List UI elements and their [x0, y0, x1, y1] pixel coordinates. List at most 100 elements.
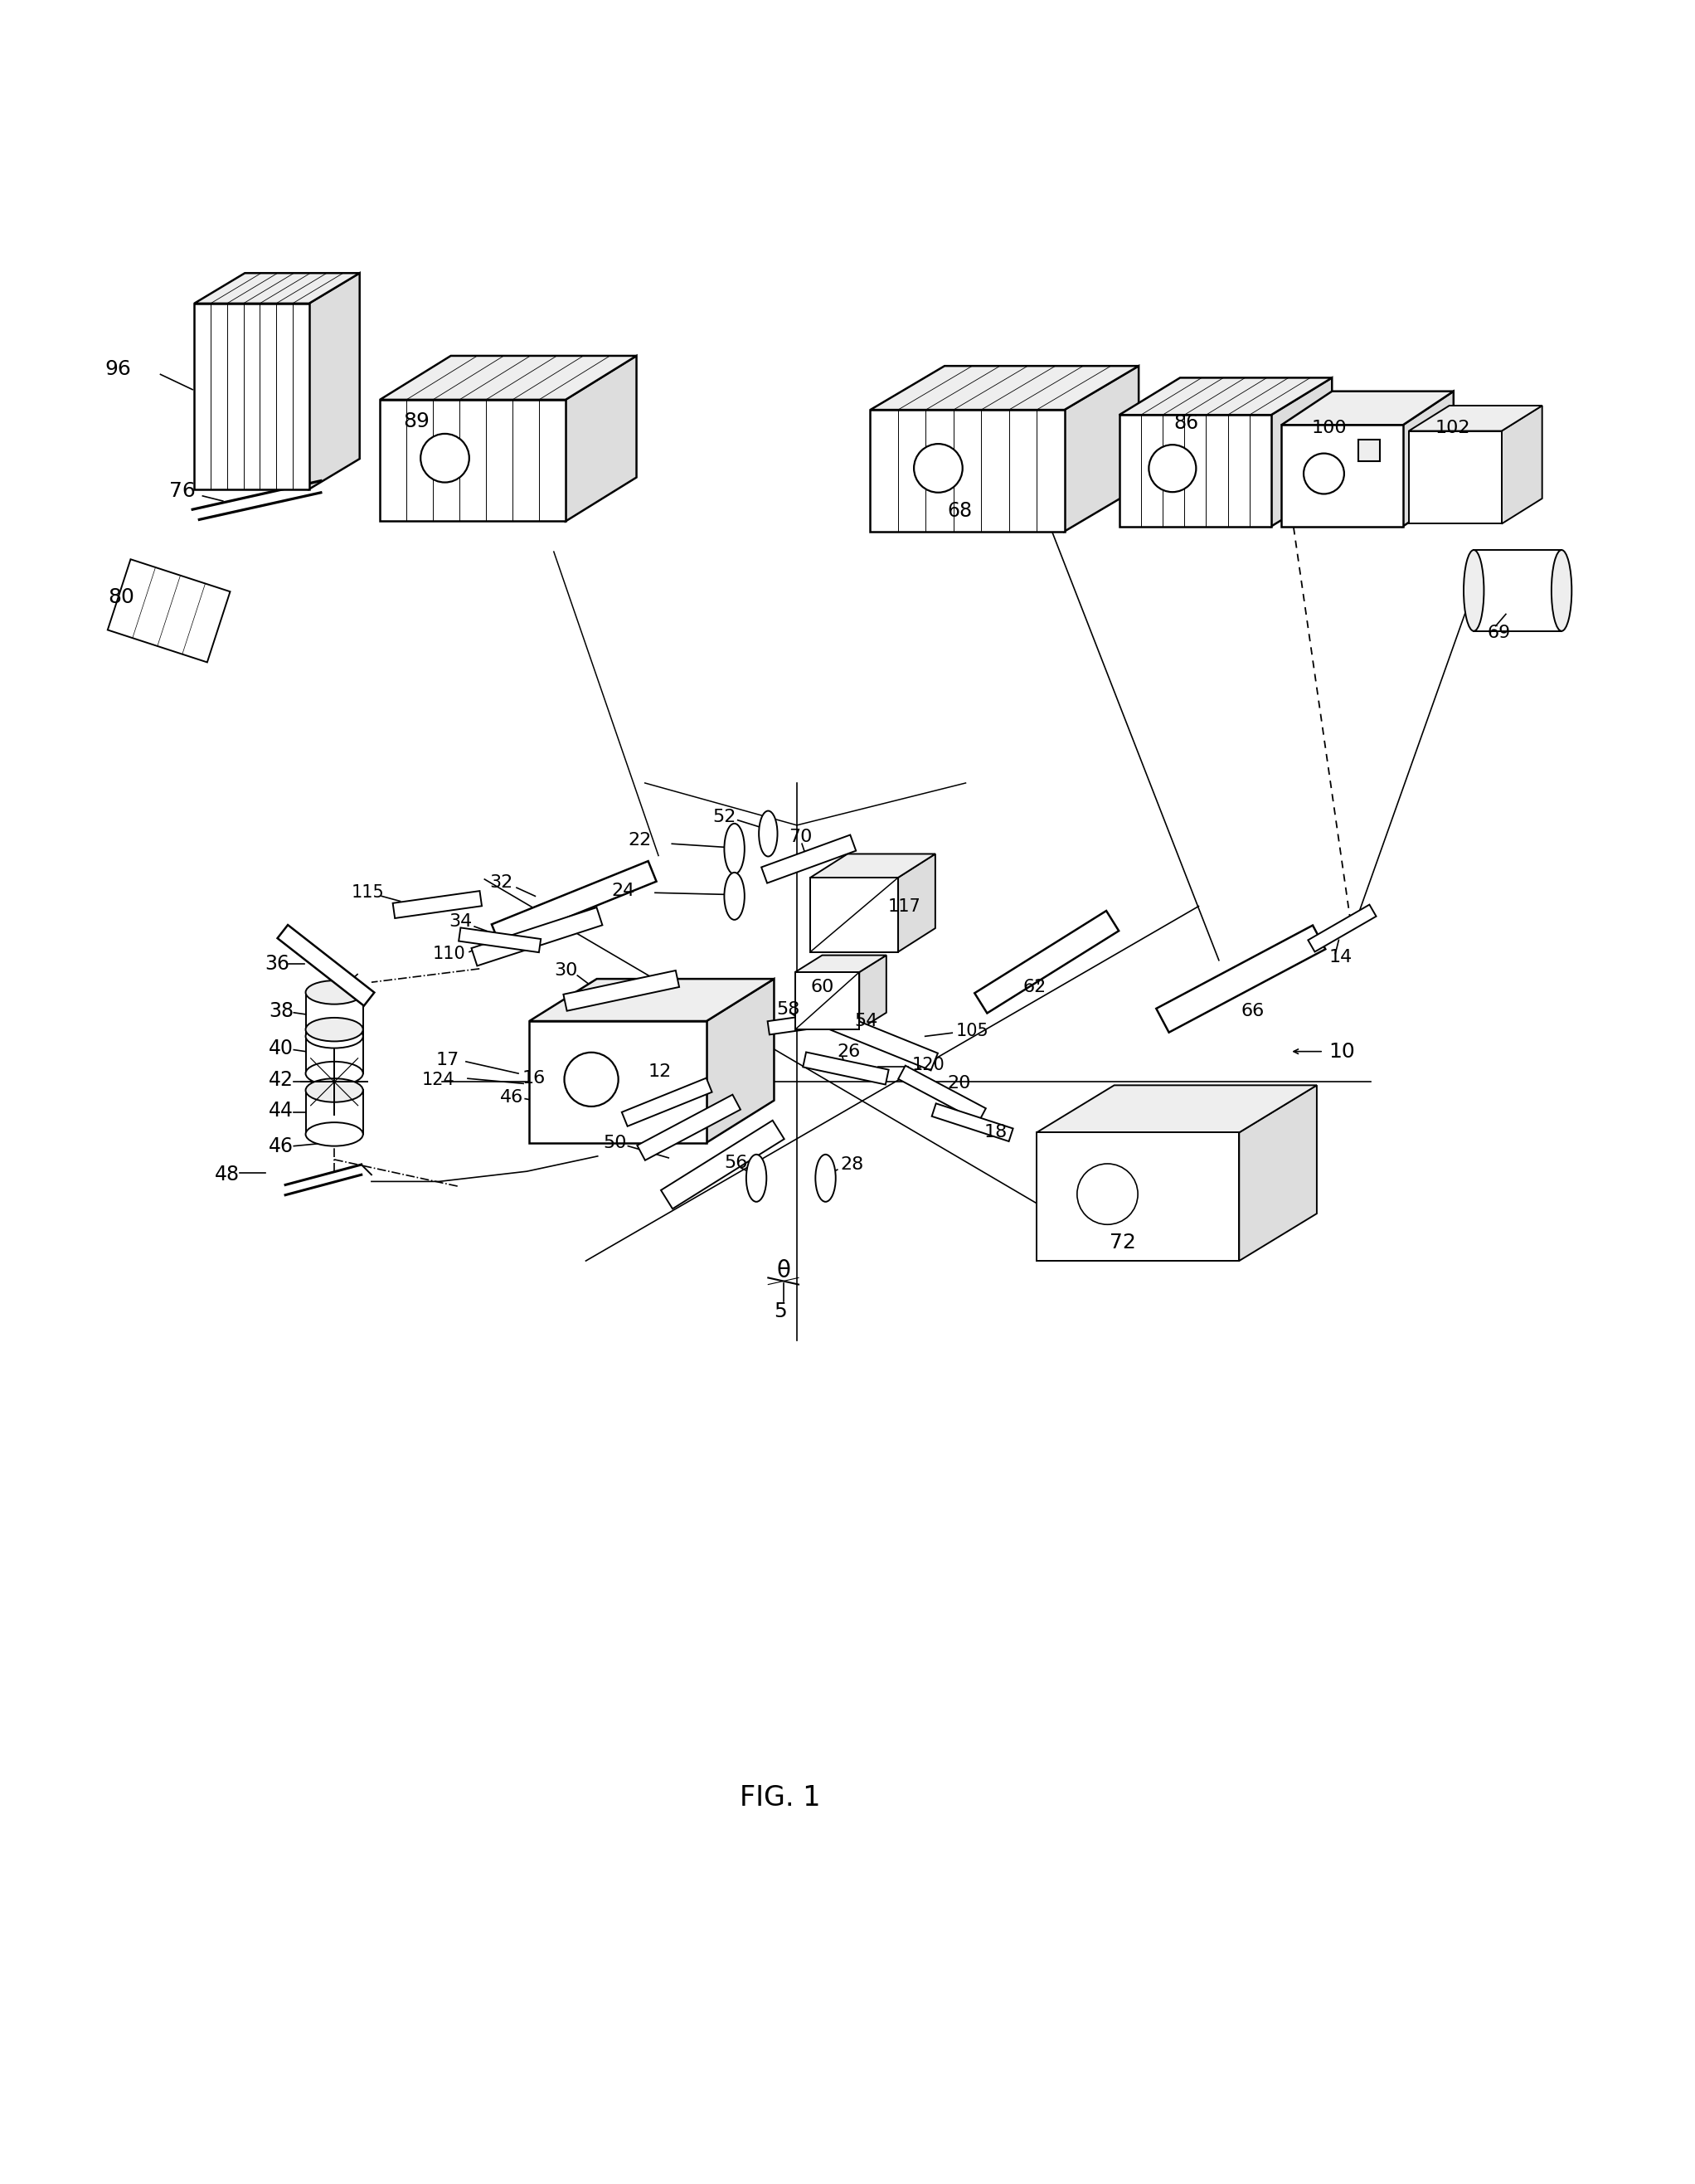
Text: 86: 86 [1173, 413, 1198, 432]
Ellipse shape [724, 823, 744, 874]
Polygon shape [898, 854, 936, 952]
Polygon shape [1281, 391, 1454, 426]
Ellipse shape [746, 1155, 766, 1201]
Circle shape [564, 1053, 619, 1107]
Text: 24: 24 [612, 882, 634, 900]
Polygon shape [305, 1029, 363, 1072]
Polygon shape [1239, 1085, 1317, 1260]
Polygon shape [898, 1066, 986, 1123]
Text: 50: 50 [603, 1133, 627, 1151]
Text: 54: 54 [854, 1013, 878, 1029]
Circle shape [1076, 1164, 1137, 1225]
Text: 18: 18 [985, 1125, 1007, 1140]
Polygon shape [308, 273, 359, 489]
Polygon shape [1156, 926, 1325, 1033]
Text: 46: 46 [268, 1136, 293, 1155]
Polygon shape [1473, 550, 1561, 631]
Polygon shape [529, 1022, 707, 1142]
Polygon shape [1281, 426, 1403, 526]
Polygon shape [870, 367, 1139, 411]
Polygon shape [661, 1120, 785, 1208]
Text: 48: 48 [215, 1164, 239, 1184]
Polygon shape [278, 924, 375, 1007]
Text: 62: 62 [1024, 978, 1046, 996]
Polygon shape [1037, 1085, 1317, 1133]
Circle shape [1149, 446, 1197, 491]
Circle shape [914, 443, 963, 494]
Text: 58: 58 [776, 1000, 800, 1018]
Text: 16: 16 [522, 1070, 546, 1088]
Text: 28: 28 [841, 1155, 864, 1173]
Text: 17: 17 [436, 1053, 459, 1068]
Ellipse shape [305, 1024, 363, 1048]
Text: θ: θ [776, 1260, 790, 1282]
Text: 5: 5 [773, 1302, 786, 1321]
Polygon shape [810, 878, 898, 952]
Ellipse shape [1551, 550, 1571, 631]
Text: 96: 96 [105, 360, 131, 380]
Text: 12: 12 [647, 1064, 671, 1081]
Polygon shape [563, 970, 680, 1011]
Polygon shape [459, 928, 541, 952]
Text: 36: 36 [264, 954, 290, 974]
Text: 68: 68 [948, 500, 971, 522]
Polygon shape [859, 954, 886, 1029]
Text: 89: 89 [403, 413, 431, 432]
Text: 56: 56 [724, 1155, 747, 1171]
Text: 40: 40 [268, 1037, 293, 1057]
Text: 120: 120 [912, 1057, 944, 1072]
Ellipse shape [305, 1079, 363, 1103]
Ellipse shape [759, 810, 778, 856]
Polygon shape [1119, 415, 1271, 526]
Text: 102: 102 [1436, 419, 1470, 437]
Polygon shape [529, 978, 775, 1022]
Ellipse shape [305, 1061, 363, 1085]
Polygon shape [1271, 378, 1332, 526]
Polygon shape [1403, 391, 1454, 526]
Ellipse shape [305, 981, 363, 1005]
Polygon shape [768, 1011, 842, 1035]
Polygon shape [822, 1009, 937, 1070]
Polygon shape [393, 891, 481, 917]
Text: 10: 10 [1329, 1042, 1354, 1061]
Circle shape [1303, 454, 1344, 494]
Text: 105: 105 [956, 1022, 988, 1040]
Text: 26: 26 [837, 1044, 861, 1059]
Polygon shape [761, 834, 856, 882]
Polygon shape [1409, 406, 1542, 430]
Polygon shape [305, 992, 363, 1035]
Polygon shape [1358, 439, 1380, 461]
Polygon shape [870, 411, 1064, 531]
Polygon shape [305, 1090, 363, 1133]
Polygon shape [195, 304, 308, 489]
Polygon shape [108, 559, 231, 662]
Text: 72: 72 [1109, 1232, 1136, 1251]
Circle shape [420, 435, 470, 483]
Text: 52: 52 [712, 808, 736, 826]
Text: 30: 30 [554, 963, 578, 978]
Polygon shape [195, 273, 359, 304]
Polygon shape [795, 972, 859, 1029]
Polygon shape [803, 1053, 888, 1085]
Text: 20: 20 [948, 1075, 971, 1092]
Polygon shape [932, 1103, 1014, 1142]
Polygon shape [1502, 406, 1542, 524]
Text: 60: 60 [810, 978, 834, 996]
Ellipse shape [1464, 550, 1483, 631]
Text: 38: 38 [268, 1000, 293, 1020]
Polygon shape [795, 954, 886, 972]
Polygon shape [1409, 430, 1502, 524]
Ellipse shape [724, 871, 744, 919]
Polygon shape [707, 978, 775, 1142]
Text: 34: 34 [449, 913, 473, 930]
Polygon shape [622, 1079, 712, 1127]
Text: 100: 100 [1312, 419, 1348, 437]
Polygon shape [1309, 904, 1376, 952]
Polygon shape [1064, 367, 1139, 531]
Text: 14: 14 [1329, 948, 1353, 965]
Text: 42: 42 [268, 1070, 293, 1090]
Polygon shape [380, 356, 637, 400]
Ellipse shape [305, 1123, 363, 1147]
Polygon shape [380, 400, 566, 522]
Polygon shape [810, 854, 936, 878]
